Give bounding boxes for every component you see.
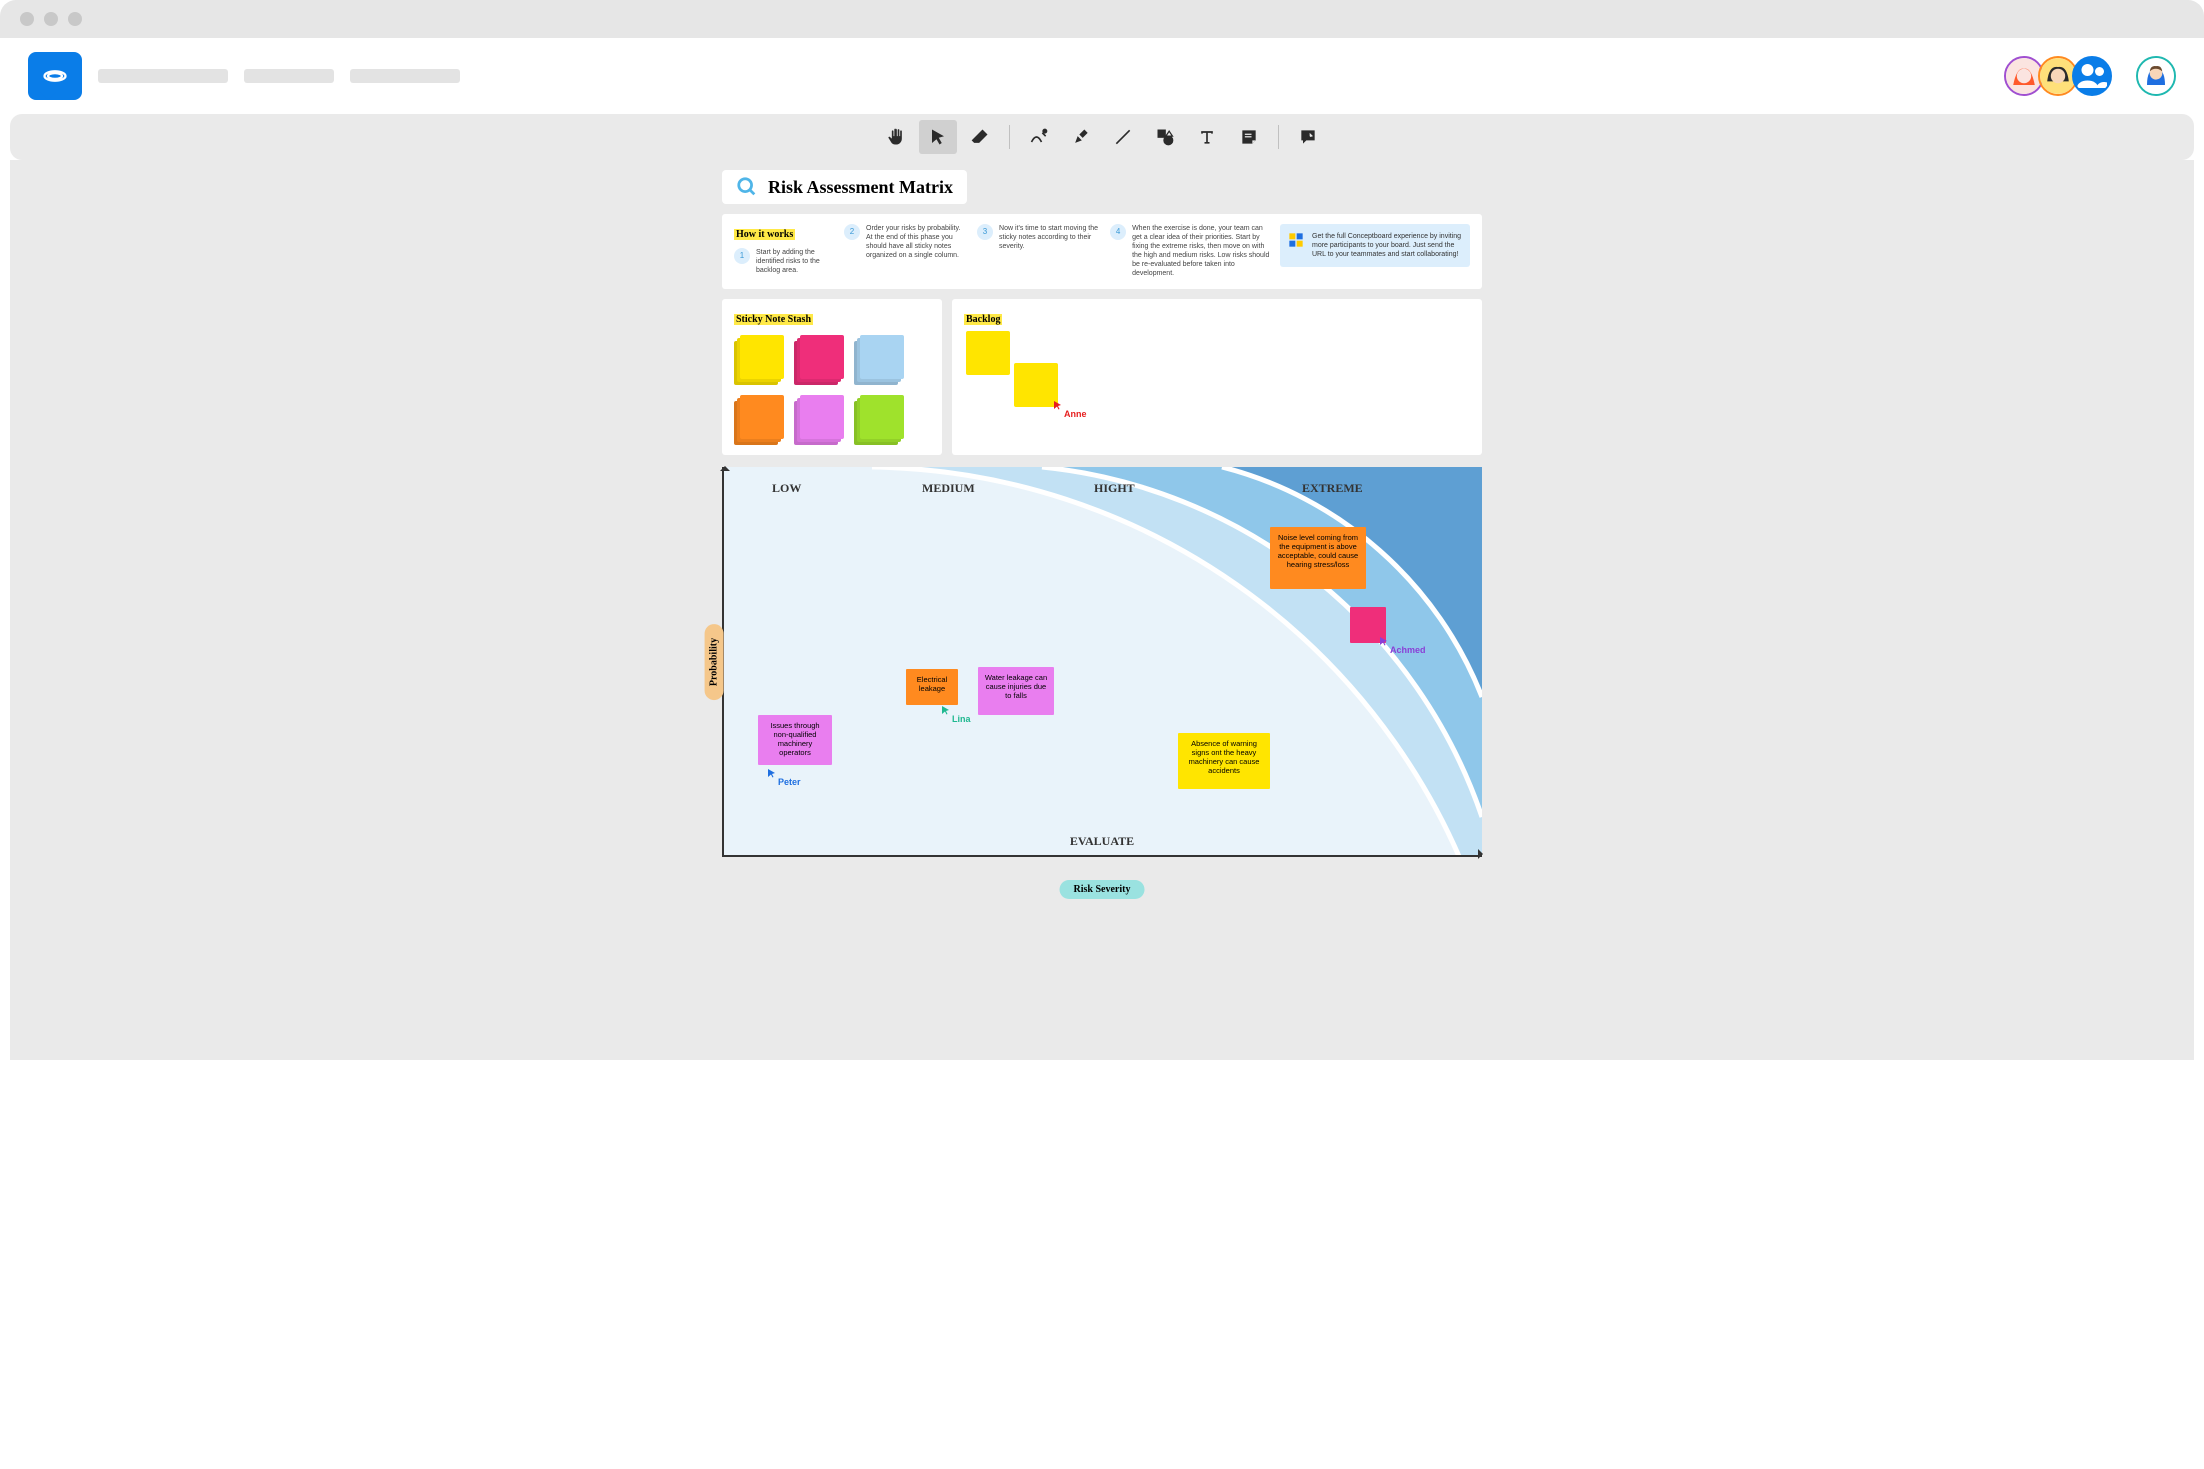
risk-sticky[interactable]: Issues through non-qualified machinery o… bbox=[758, 715, 832, 765]
step-number: 2 bbox=[844, 224, 860, 240]
note-icon bbox=[1239, 127, 1259, 147]
board-title: Risk Assessment Matrix bbox=[768, 177, 953, 198]
toolbar bbox=[10, 114, 2194, 160]
sticky-stack[interactable] bbox=[854, 395, 904, 445]
sticky-stack[interactable] bbox=[734, 395, 784, 445]
hand-tool[interactable] bbox=[877, 120, 915, 154]
browser-chrome bbox=[0, 0, 2204, 38]
zone-label-medium: MEDIUM bbox=[922, 481, 975, 496]
backlog-heading: Backlog bbox=[964, 314, 1002, 325]
cursor-icon bbox=[929, 128, 947, 146]
risk-sticky[interactable]: Noise level coming from the equipment is… bbox=[1270, 527, 1366, 589]
marker-tool[interactable] bbox=[1062, 120, 1100, 154]
select-tool[interactable] bbox=[919, 120, 957, 154]
marker-icon bbox=[1071, 127, 1091, 147]
risk-matrix[interactable]: LOW MEDIUM HIGHT EXTREME EVALUATE Issues… bbox=[722, 467, 1482, 857]
pen-tool[interactable] bbox=[1020, 120, 1058, 154]
avatar-illustration bbox=[2138, 58, 2174, 94]
cursor-icon bbox=[1378, 635, 1390, 649]
step-number: 3 bbox=[977, 224, 993, 240]
search-icon bbox=[736, 176, 758, 198]
collaborator-cursor: Peter bbox=[766, 767, 801, 787]
step-text: Start by adding the identified risks to … bbox=[756, 248, 834, 275]
breadcrumb-placeholder bbox=[244, 69, 334, 83]
cursor-icon bbox=[940, 704, 952, 718]
promo-box: Get the full Conceptboard experience by … bbox=[1280, 224, 1470, 267]
toolbar-separator bbox=[1278, 125, 1279, 149]
text-tool[interactable] bbox=[1188, 120, 1226, 154]
eraser-tool[interactable] bbox=[961, 120, 999, 154]
risk-sticky[interactable]: Absence of warning signs ont the heavy m… bbox=[1178, 733, 1270, 789]
line-tool[interactable] bbox=[1104, 120, 1142, 154]
x-axis-label: Risk Severity bbox=[1060, 880, 1145, 899]
promo-text: Get the full Conceptboard experience by … bbox=[1312, 232, 1462, 259]
matrix-zones bbox=[722, 467, 1482, 857]
backlog-panel: Backlog Anne bbox=[952, 299, 1482, 455]
sticky-stack[interactable] bbox=[854, 335, 904, 385]
evaluate-label: EVALUATE bbox=[1070, 834, 1134, 849]
comment-icon bbox=[1298, 127, 1318, 147]
toolbar-separator bbox=[1009, 125, 1010, 149]
sticky-stack[interactable] bbox=[734, 335, 784, 385]
avatar-more[interactable] bbox=[2072, 56, 2112, 96]
breadcrumb-placeholder bbox=[350, 69, 460, 83]
app-logo[interactable] bbox=[28, 52, 82, 100]
stash-heading: Sticky Note Stash bbox=[734, 314, 813, 325]
collaborator-cursor: Lina bbox=[940, 704, 971, 724]
avatar-illustration bbox=[2040, 58, 2076, 94]
board-title-bar: Risk Assessment Matrix bbox=[722, 170, 967, 204]
step-text: When the exercise is done, your team can… bbox=[1132, 224, 1270, 279]
eraser-icon bbox=[970, 127, 990, 147]
backlog-sticky[interactable] bbox=[966, 331, 1010, 375]
sticky-stack[interactable] bbox=[794, 335, 844, 385]
people-icon bbox=[2074, 58, 2110, 94]
avatar-current-user[interactable] bbox=[2136, 56, 2176, 96]
hand-icon bbox=[886, 127, 906, 147]
canvas-area[interactable]: Risk Assessment Matrix How it works 1 St… bbox=[10, 160, 2194, 1060]
y-axis-label: Probability bbox=[705, 623, 724, 699]
step-text: Order your risks by probability. At the … bbox=[866, 224, 967, 260]
text-icon bbox=[1197, 127, 1217, 147]
shape-icon bbox=[1155, 127, 1175, 147]
sticky-stash-panel: Sticky Note Stash bbox=[722, 299, 942, 455]
zone-label-high: HIGHT bbox=[1094, 481, 1135, 496]
step-text: Now it's time to start moving the sticky… bbox=[999, 224, 1100, 251]
breadcrumb-placeholder bbox=[98, 69, 228, 83]
board: Risk Assessment Matrix How it works 1 St… bbox=[722, 170, 1482, 1040]
promo-icon bbox=[1288, 232, 1304, 248]
window-dot bbox=[44, 12, 58, 26]
collaborator-avatars bbox=[2010, 56, 2176, 96]
pen-icon bbox=[1029, 127, 1049, 147]
zone-label-low: LOW bbox=[772, 481, 801, 496]
collaborator-cursor: Anne bbox=[1052, 399, 1087, 419]
cursor-icon bbox=[1052, 399, 1064, 413]
step-number: 4 bbox=[1110, 224, 1126, 240]
app-header bbox=[0, 38, 2204, 114]
comment-tool[interactable] bbox=[1289, 120, 1327, 154]
logo-swirl-icon bbox=[41, 62, 69, 90]
note-tool[interactable] bbox=[1230, 120, 1268, 154]
risk-sticky[interactable]: Electrical leakage bbox=[906, 669, 958, 705]
how-it-works-heading: How it works bbox=[734, 229, 795, 240]
avatar-illustration bbox=[2006, 58, 2042, 94]
window-dot bbox=[20, 12, 34, 26]
collaborator-cursor: Achmed bbox=[1378, 635, 1426, 655]
step-number: 1 bbox=[734, 248, 750, 264]
zone-label-extreme: EXTREME bbox=[1302, 481, 1363, 496]
how-it-works-panel: How it works 1 Start by adding the ident… bbox=[722, 214, 1482, 289]
sticky-stack[interactable] bbox=[794, 395, 844, 445]
shape-tool[interactable] bbox=[1146, 120, 1184, 154]
cursor-icon bbox=[766, 767, 778, 781]
risk-sticky[interactable]: Water leakage can cause injuries due to … bbox=[978, 667, 1054, 715]
line-icon bbox=[1113, 127, 1133, 147]
window-dot bbox=[68, 12, 82, 26]
